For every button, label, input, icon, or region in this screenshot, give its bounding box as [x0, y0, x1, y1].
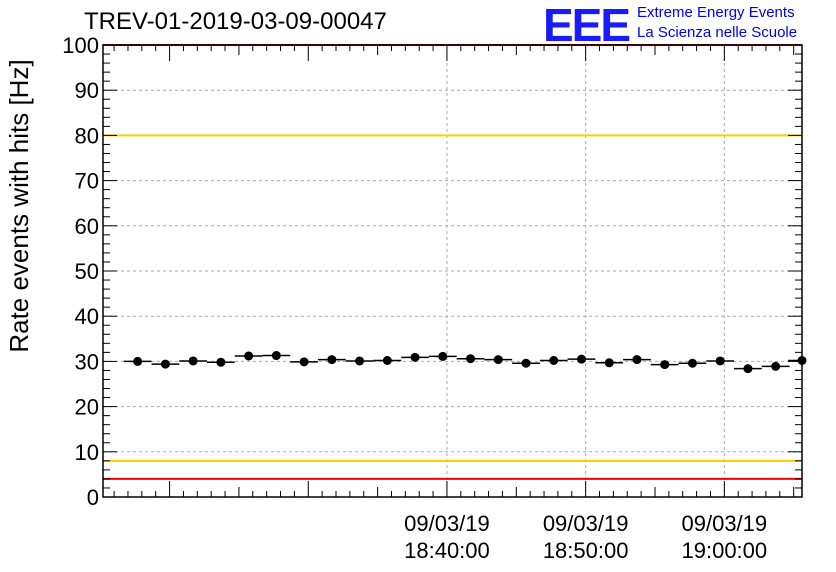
x-tick-label-date: 09/03/19 — [404, 511, 490, 536]
y-tick-label: 80 — [75, 123, 99, 148]
data-point — [133, 356, 143, 366]
y-tick-label: 30 — [75, 349, 99, 374]
y-tick-label: 90 — [75, 78, 99, 103]
y-tick-label: 10 — [75, 440, 99, 465]
y-tick-label: 70 — [75, 169, 99, 194]
grid — [103, 45, 802, 497]
y-tick-label: 20 — [75, 395, 99, 420]
logo-line-2: La Scienza nelle Scuole — [637, 24, 798, 41]
y-tick-label: 50 — [75, 259, 99, 284]
data-point — [216, 357, 226, 367]
x-tick-label-time: 18:50:00 — [543, 538, 629, 563]
x-tick-label-time: 18:40:00 — [404, 538, 490, 563]
logo-line-1: Extreme Energy Events — [637, 4, 795, 21]
data-point — [244, 351, 254, 361]
data-point — [743, 364, 753, 374]
data-point — [188, 356, 198, 366]
reference-lines — [103, 44, 802, 480]
data-point — [521, 358, 531, 368]
data-point — [493, 355, 503, 365]
data-point — [576, 354, 586, 364]
data-point — [355, 356, 365, 366]
data-point — [604, 358, 614, 368]
chart-title: TREV-01-2019-03-09-00047 — [84, 8, 387, 35]
data-point — [299, 357, 309, 367]
data-point — [327, 355, 337, 365]
data-point — [160, 359, 170, 369]
y-tick-label: 60 — [75, 214, 99, 239]
data-point — [797, 355, 807, 365]
y-tick-label: 100 — [62, 33, 99, 58]
data-point — [660, 360, 670, 370]
data-point — [438, 351, 448, 361]
data-point — [271, 351, 281, 361]
data-point — [410, 352, 420, 362]
data-point — [715, 356, 725, 366]
x-tick-label-date: 09/03/19 — [543, 511, 629, 536]
x-tick-label-time: 19:00:00 — [682, 538, 768, 563]
axes: 010203040506070809010009/03/1918:40:0009… — [62, 33, 803, 563]
data-points — [123, 351, 807, 374]
data-point — [687, 358, 697, 368]
data-point — [466, 354, 476, 364]
y-tick-label: 40 — [75, 304, 99, 329]
data-point — [549, 355, 559, 365]
y-tick-label: 0 — [87, 485, 99, 510]
data-point — [632, 355, 642, 365]
data-point — [382, 355, 392, 365]
logo-mark: EEE — [543, 0, 631, 51]
data-point — [771, 361, 781, 371]
y-axis-label: Rate events with hits [Hz] — [4, 59, 34, 352]
x-tick-label-date: 09/03/19 — [682, 511, 768, 536]
